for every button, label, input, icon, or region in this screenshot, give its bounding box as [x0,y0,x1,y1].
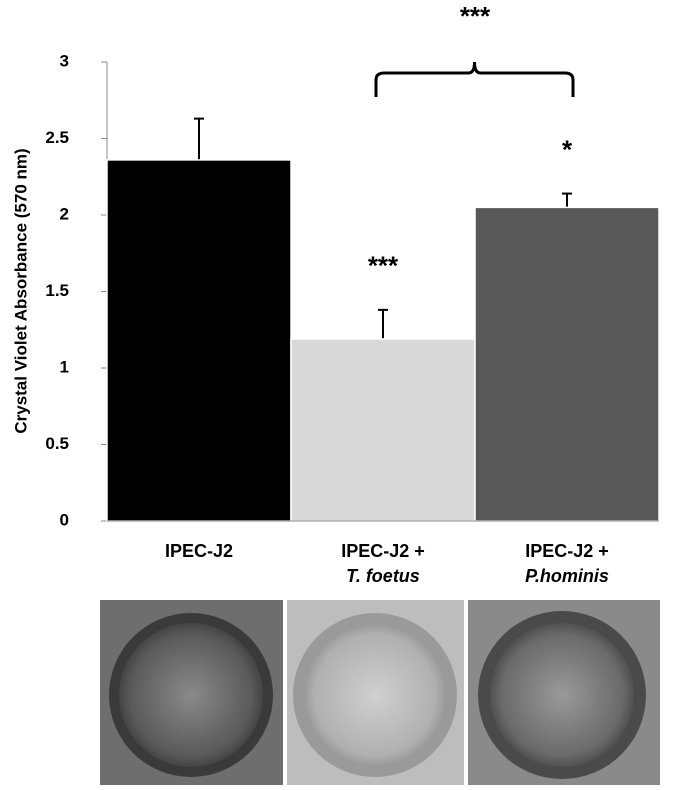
significance-label: *** [368,251,399,281]
x-tick-label: IPEC-J2 + [525,541,609,561]
y-tick-label: 1 [60,357,69,376]
y-tick-label: 2.5 [45,128,69,147]
bar [290,338,476,522]
well [119,623,263,767]
significance-bracket [374,61,575,97]
y-tick-label: 1.5 [45,281,69,300]
x-tick-label: IPEC-J2 [165,541,233,561]
y-tick-label: 0 [60,510,69,529]
x-tick-label: T. foetus [346,566,420,586]
bar [474,206,660,522]
y-tick-label: 0.5 [45,434,69,453]
photos [100,600,660,785]
x-tick-label: P.hominis [525,566,609,586]
well [303,623,447,767]
x-tick-label: IPEC-J2 + [341,541,425,561]
y-tick-label: 3 [60,51,69,70]
well [490,623,634,767]
bar [106,159,292,522]
significance-label: * [562,134,573,164]
y-tick-label: 2 [60,204,69,223]
y-axis-label: Crystal Violet Absorbance (570 nm) [11,148,30,433]
significance-label: *** [460,1,491,31]
